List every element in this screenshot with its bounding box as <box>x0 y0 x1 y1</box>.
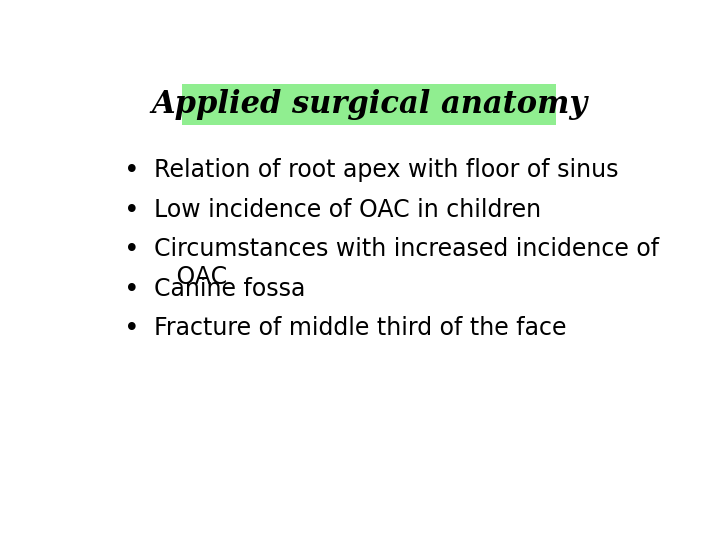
Text: Canine fossa: Canine fossa <box>154 277 305 301</box>
Text: •: • <box>124 238 140 264</box>
Text: •: • <box>124 198 140 224</box>
Text: •: • <box>124 158 140 184</box>
Text: Fracture of middle third of the face: Fracture of middle third of the face <box>154 316 567 340</box>
FancyBboxPatch shape <box>182 84 556 125</box>
Text: •: • <box>124 316 140 342</box>
Text: Circumstances with increased incidence of
   OAC: Circumstances with increased incidence o… <box>154 238 660 289</box>
Text: Low incidence of OAC in children: Low incidence of OAC in children <box>154 198 541 222</box>
Text: Relation of root apex with floor of sinus: Relation of root apex with floor of sinu… <box>154 158 618 183</box>
Text: Applied surgical anatomy: Applied surgical anatomy <box>151 89 587 120</box>
Text: •: • <box>124 277 140 303</box>
